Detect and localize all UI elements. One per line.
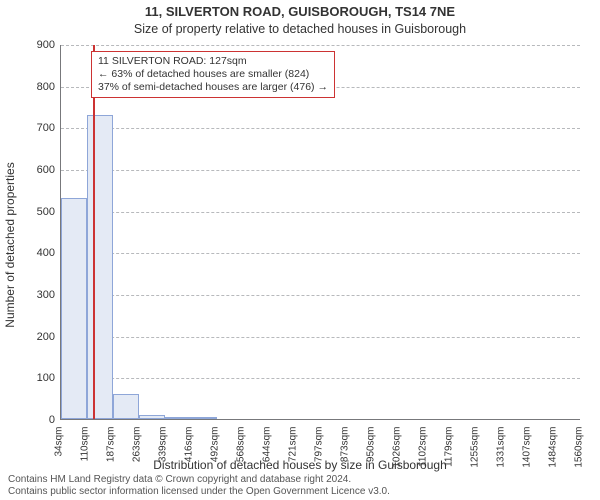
- x-tick-label: 34sqm: [50, 427, 65, 457]
- y-tick-label: 800: [37, 81, 61, 93]
- histogram-bar: [87, 115, 113, 419]
- x-tick-label: 110sqm: [76, 427, 91, 462]
- histogram-plot: 010020030040050060070080090034sqm110sqm1…: [60, 45, 580, 420]
- histogram-bar: [139, 415, 165, 419]
- x-tick-label: 187sqm: [102, 427, 117, 463]
- y-tick-label: 100: [37, 372, 61, 384]
- gridline-h: [61, 170, 580, 171]
- y-tick-label: 400: [37, 247, 61, 259]
- gridline-h: [61, 295, 580, 296]
- histogram-bar: [165, 417, 191, 419]
- y-tick-label: 700: [37, 122, 61, 134]
- y-tick-label: 200: [37, 331, 61, 343]
- footer-line-2: Contains public sector information licen…: [8, 486, 592, 498]
- chart-subtitle: Size of property relative to detached ho…: [0, 22, 600, 36]
- y-tick-label: 0: [49, 414, 61, 426]
- page-title: 11, SILVERTON ROAD, GUISBOROUGH, TS14 7N…: [0, 4, 600, 19]
- x-tick-label: 950sqm: [362, 427, 377, 463]
- gridline-h: [61, 212, 580, 213]
- x-tick-label: 339sqm: [154, 427, 169, 463]
- footer-attribution: Contains HM Land Registry data © Crown c…: [8, 474, 592, 498]
- histogram-bar: [61, 198, 87, 419]
- annotation-box: 11 SILVERTON ROAD: 127sqm← 63% of detach…: [91, 51, 335, 98]
- gridline-h: [61, 337, 580, 338]
- y-tick-label: 600: [37, 164, 61, 176]
- x-tick-label: 568sqm: [232, 427, 247, 463]
- y-tick-label: 500: [37, 206, 61, 218]
- reference-line: [93, 45, 95, 419]
- gridline-h: [61, 378, 580, 379]
- gridline-h: [61, 253, 580, 254]
- x-tick-label: 644sqm: [258, 427, 273, 463]
- x-tick-label: 492sqm: [206, 427, 221, 463]
- histogram-bar: [113, 394, 139, 419]
- y-tick-label: 300: [37, 289, 61, 301]
- gridline-h: [61, 45, 580, 46]
- x-tick-label: 416sqm: [180, 427, 195, 463]
- annotation-line-3: 37% of semi-detached houses are larger (…: [98, 81, 328, 94]
- gridline-h: [61, 128, 580, 129]
- y-axis-label: Number of detached properties: [3, 162, 17, 327]
- y-tick-label: 900: [37, 39, 61, 51]
- annotation-line-1: 11 SILVERTON ROAD: 127sqm: [98, 55, 328, 68]
- x-axis-label: Distribution of detached houses by size …: [0, 458, 600, 472]
- x-tick-label: 721sqm: [284, 427, 299, 463]
- x-tick-label: 797sqm: [310, 427, 325, 463]
- x-tick-label: 873sqm: [336, 427, 351, 463]
- histogram-bar: [191, 417, 217, 419]
- footer-line-1: Contains HM Land Registry data © Crown c…: [8, 474, 592, 486]
- annotation-line-2: ← 63% of detached houses are smaller (82…: [98, 68, 328, 81]
- x-tick-label: 263sqm: [128, 427, 143, 463]
